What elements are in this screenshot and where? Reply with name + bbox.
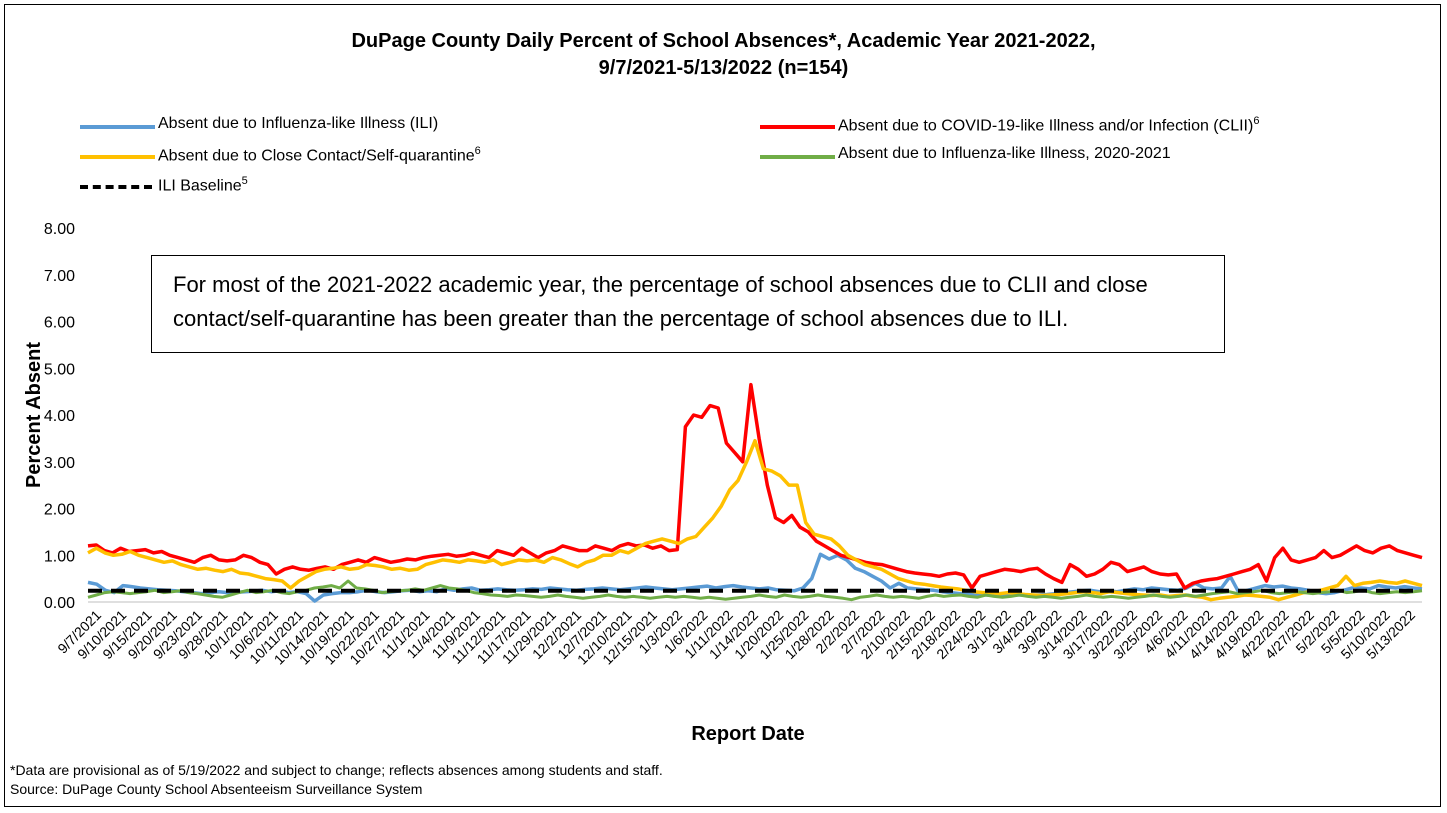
- y-tick-label: 2.00: [44, 502, 75, 519]
- chart-title-line1: DuPage County Daily Percent of School Ab…: [351, 30, 1096, 52]
- y-tick-label: 7.00: [44, 268, 75, 285]
- legend-sup-close: 6: [474, 145, 481, 157]
- series-line-ili: [87, 552, 1423, 603]
- y-tick-label: 5.00: [44, 361, 75, 378]
- legend-label-close: Absent due to Close Contact/Self-quarant…: [158, 147, 475, 165]
- legend-label-ili2021: Absent due to Influenza-like Illness, 20…: [838, 145, 1171, 162]
- legend-swatch-baseline: [80, 185, 152, 189]
- y-tick-label: 0.00: [44, 595, 75, 612]
- legend-swatch-close: [80, 155, 155, 159]
- legend-label-baseline: ILI Baseline: [158, 177, 242, 195]
- legend-sup-baseline: 5: [241, 175, 248, 187]
- y-tick-label: 8.00: [44, 221, 75, 238]
- legend-swatch-ili2021: [760, 155, 835, 159]
- footnote-provisional: *Data are provisional as of 5/19/2022 an…: [10, 762, 663, 778]
- annotation-box: For most of the 2021-2022 academic year,…: [151, 255, 1225, 353]
- series-line-clii: [87, 382, 1423, 590]
- chart-title-line2: 9/7/2021-5/13/2022 (n=154): [598, 57, 849, 79]
- y-tick-label: 4.00: [44, 408, 75, 425]
- x-axis-label: Report Date: [691, 723, 804, 745]
- y-tick-label: 1.00: [44, 548, 75, 565]
- series-line-ili2021: [87, 579, 1423, 602]
- y-axis: 0.00 1.00 2.00 3.00 4.00 5.00 6.00 7.00 8.00: [44, 221, 75, 612]
- series-layer: [87, 382, 1423, 603]
- y-tick-label: 6.00: [44, 315, 75, 332]
- y-tick-label: 3.00: [44, 455, 75, 472]
- legend-swatch-ili: [80, 125, 155, 129]
- legend-swatch-clii: [760, 125, 835, 129]
- chart-frame: [4, 4, 1441, 807]
- x-axis: 9/7/20219/10/20219/15/20219/20/20219/23/…: [54, 601, 1422, 668]
- footnote-source: Source: DuPage County School Absenteeism…: [10, 781, 423, 797]
- legend-sup-clii: 6: [1253, 115, 1260, 127]
- y-axis-label: Percent Absent: [23, 342, 45, 488]
- legend-label-clii: Absent due to COVID-19-like Illness and/…: [838, 117, 1254, 135]
- legend-label-ili: Absent due to Influenza-like Illness (IL…: [158, 115, 439, 132]
